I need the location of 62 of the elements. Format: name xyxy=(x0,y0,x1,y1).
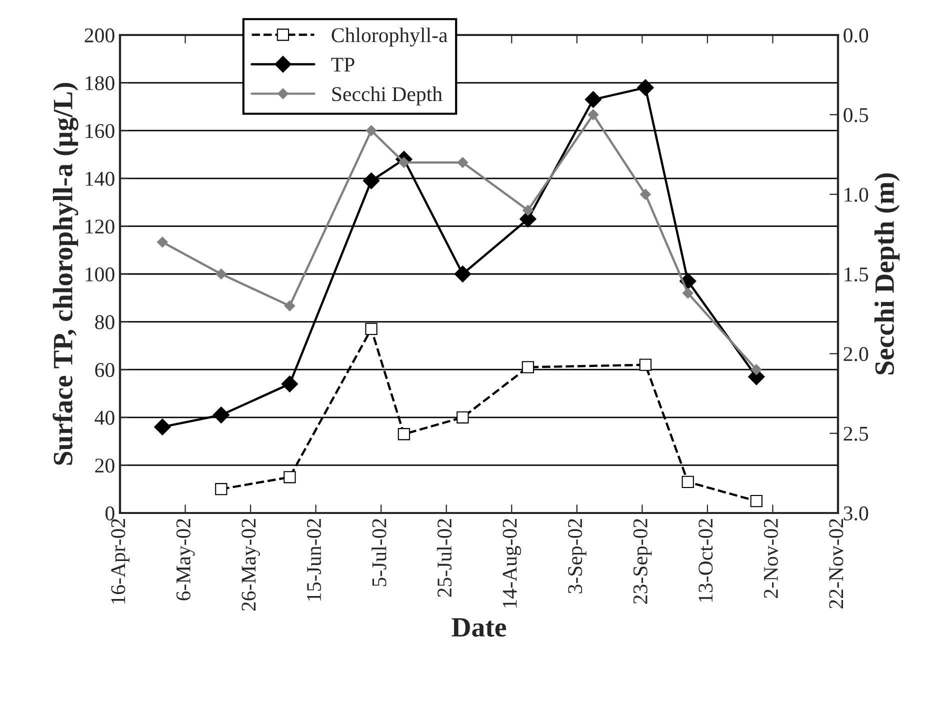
y-tick-label: 80 xyxy=(95,315,114,330)
y2-tick-label: 3.0 xyxy=(844,506,868,521)
point xyxy=(522,361,534,374)
x-tick-label: 25-Jul-02 xyxy=(436,519,452,597)
point xyxy=(682,288,694,299)
point xyxy=(284,300,296,312)
point xyxy=(284,471,296,484)
x-tick-label: 2-Nov-02 xyxy=(764,519,778,598)
y2-tick-label: 1.5 xyxy=(844,267,868,282)
y-tick-label: 180 xyxy=(86,76,114,90)
point xyxy=(682,476,694,488)
y-tick-label: 200 xyxy=(84,28,114,42)
point xyxy=(281,376,298,392)
y2-axis-title: Secchi Depth (m) xyxy=(874,173,900,374)
legend-label: TP xyxy=(331,58,354,72)
point xyxy=(457,157,468,168)
point xyxy=(216,268,227,280)
point xyxy=(212,406,230,424)
y-tick-label: 120 xyxy=(86,220,114,234)
y2-tick-label: 1.0 xyxy=(844,188,868,202)
x-axis-title: Date xyxy=(452,618,506,637)
y-tick-label: 100 xyxy=(86,267,114,282)
y2-tick-label: 0.0 xyxy=(844,28,868,43)
y-tick-label: 20 xyxy=(95,458,114,473)
point xyxy=(750,494,762,508)
x-tick-label: 22-Nov-02 xyxy=(829,519,844,608)
point xyxy=(454,266,472,282)
point xyxy=(362,172,380,190)
point xyxy=(522,204,534,216)
point xyxy=(588,109,599,120)
y-tick-label: 40 xyxy=(94,410,114,425)
point xyxy=(750,364,762,376)
y-axis-title: Surface TP, chlorophyll-a (µg/L) xyxy=(52,83,78,465)
x-tick-label: 26-May-02 xyxy=(242,519,260,611)
x-tick-label: 13-Oct-02 xyxy=(698,519,713,602)
point xyxy=(456,411,469,424)
x-tick-label: 15-Jun-02 xyxy=(306,519,322,601)
y-tick-label: 0 xyxy=(106,506,114,520)
y2-tick-label: 0.5 xyxy=(844,108,868,122)
y-tick-label: 60 xyxy=(95,362,114,378)
y2-tick-label: 2.5 xyxy=(844,426,868,441)
x-tick-label: 5-Jul-02 xyxy=(372,519,386,586)
point xyxy=(398,428,410,440)
x-tick-label: 16-Apr-02 xyxy=(111,519,130,604)
x-tick-label: 23-Sep-02 xyxy=(633,519,652,604)
y2-tick-label: 2.0 xyxy=(844,347,868,362)
point xyxy=(365,322,378,336)
point xyxy=(640,188,651,200)
point xyxy=(584,91,602,108)
point xyxy=(637,79,654,96)
point xyxy=(215,483,228,496)
y-tick-label: 160 xyxy=(86,124,114,138)
legend-label: Secchi Depth xyxy=(332,86,442,106)
x-tick-label: 14-Aug-02 xyxy=(502,519,522,608)
point xyxy=(154,418,171,436)
point xyxy=(156,236,168,248)
x-tick-label: 6-May-02 xyxy=(176,519,195,600)
y-tick-label: 140 xyxy=(86,172,114,186)
point xyxy=(639,358,652,371)
x-tick-label: 3-Sep-02 xyxy=(568,519,586,594)
point xyxy=(366,125,377,136)
legend-label: Chlorophyll-a xyxy=(332,28,448,47)
